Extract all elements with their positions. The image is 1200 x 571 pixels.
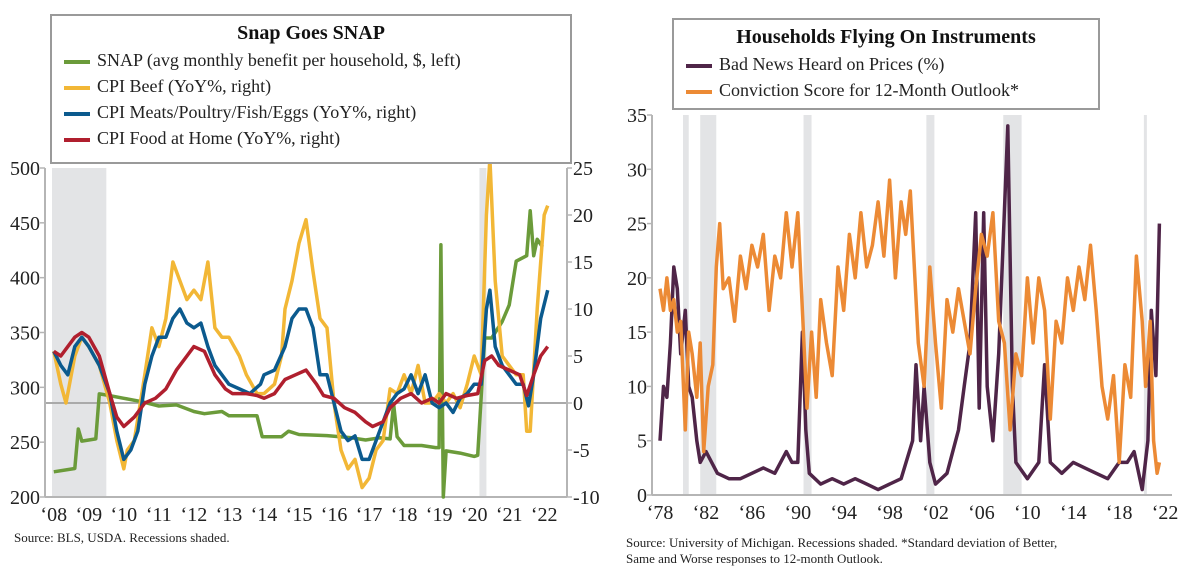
x-tick-label: ‘10 bbox=[1014, 502, 1041, 524]
source-note-right-line2: Same and Worse responses to 12-month Out… bbox=[626, 551, 883, 566]
y-tick-label-right: 0 bbox=[573, 393, 583, 415]
legend-label: CPI Food at Home (YoY%, right) bbox=[97, 128, 341, 148]
legend-swatch bbox=[64, 85, 90, 90]
recession-shade bbox=[1143, 115, 1147, 495]
y-tick-label-right: -5 bbox=[573, 440, 590, 462]
x-tick-label: ‘02 bbox=[922, 502, 949, 524]
recession-shade bbox=[700, 115, 717, 495]
x-tick-label: ‘14 bbox=[1060, 502, 1087, 524]
x-tick-label: ‘19 bbox=[426, 504, 453, 526]
x-tick-label: ‘22 bbox=[531, 504, 558, 526]
x-tick-label: ‘94 bbox=[830, 502, 857, 524]
y-tick-label-right: 25 bbox=[573, 158, 593, 180]
y-tick-label-left: 15 bbox=[627, 322, 647, 344]
y-tick-label-left: 250 bbox=[10, 432, 40, 454]
x-tick-label: ‘09 bbox=[75, 504, 102, 526]
x-tick-label: ‘98 bbox=[876, 502, 903, 524]
x-tick-label: ‘82 bbox=[693, 502, 720, 524]
y-tick-label-left: 500 bbox=[10, 158, 40, 180]
x-tick-label: ‘20 bbox=[461, 504, 488, 526]
y-tick-label-left: 10 bbox=[627, 376, 647, 398]
y-tick-label-left: 20 bbox=[627, 268, 647, 290]
x-tick-label: ‘78 bbox=[647, 502, 674, 524]
y-tick-label-right: -10 bbox=[573, 487, 600, 509]
y-tick-label-right: 10 bbox=[573, 299, 593, 321]
legend-right: Households Flying On Instruments Bad New… bbox=[672, 18, 1100, 110]
x-tick-label: ‘13 bbox=[216, 504, 243, 526]
y-tick-label-left: 35 bbox=[627, 105, 647, 127]
x-tick-label: ‘22 bbox=[1152, 502, 1179, 524]
y-tick-label-left: 0 bbox=[637, 485, 647, 507]
x-tick-label: ‘10 bbox=[110, 504, 137, 526]
legend-left: Snap Goes SNAP SNAP (avg monthly benefit… bbox=[50, 14, 572, 164]
x-tick-label: ‘06 bbox=[968, 502, 995, 524]
series-line-1 bbox=[658, 124, 1162, 492]
legend-swatch bbox=[686, 89, 712, 94]
y-tick-label-left: 450 bbox=[10, 213, 40, 235]
legend-swatch bbox=[64, 59, 90, 64]
chart-title-right: Households Flying On Instruments bbox=[736, 26, 1036, 48]
series-line-2 bbox=[658, 178, 1162, 476]
y-tick-label-left: 300 bbox=[10, 377, 40, 399]
source-note-right: Source: University of Michigan. Recessio… bbox=[626, 535, 1058, 550]
x-tick-label: ‘17 bbox=[356, 504, 383, 526]
y-tick-label-left: 30 bbox=[627, 159, 647, 181]
x-tick-label: ‘12 bbox=[181, 504, 208, 526]
x-tick-label: ‘18 bbox=[391, 504, 418, 526]
x-tick-label: ‘86 bbox=[739, 502, 766, 524]
legend-swatch bbox=[686, 63, 712, 68]
legend-label: CPI Beef (YoY%, right) bbox=[97, 76, 272, 96]
recession-shade bbox=[682, 115, 689, 495]
legend-label: Conviction Score for 12-Month Outlook* bbox=[719, 80, 1019, 100]
y-tick-label-right: 15 bbox=[573, 252, 593, 274]
legend-swatch bbox=[64, 111, 90, 116]
x-tick-label: ‘14 bbox=[251, 504, 278, 526]
legend-label: SNAP (avg monthly benefit per household,… bbox=[97, 50, 461, 70]
y-tick-label-right: 5 bbox=[573, 346, 583, 368]
y-tick-label-left: 5 bbox=[637, 431, 647, 453]
legend-label: Bad News Heard on Prices (%) bbox=[719, 54, 945, 74]
x-tick-label: ‘90 bbox=[784, 502, 811, 524]
y-tick-label-left: 25 bbox=[627, 214, 647, 236]
y-tick-label-left: 200 bbox=[10, 487, 40, 509]
x-tick-label: ‘18 bbox=[1106, 502, 1133, 524]
y-tick-label-right: 20 bbox=[573, 205, 593, 227]
legend-item-bad-news: Bad News Heard on Prices (%) bbox=[674, 51, 1098, 77]
recession-shade bbox=[926, 115, 935, 495]
x-tick-label: ‘11 bbox=[146, 504, 172, 526]
recession-shade bbox=[803, 115, 812, 495]
legend-item-conviction: Conviction Score for 12-Month Outlook* bbox=[674, 77, 1098, 103]
legend-item-snap: SNAP (avg monthly benefit per household,… bbox=[52, 47, 570, 73]
legend-item-food: CPI Food at Home (YoY%, right) bbox=[52, 125, 570, 151]
source-note-left: Source: BLS, USDA. Recessions shaded. bbox=[14, 530, 230, 545]
series-line-2 bbox=[52, 156, 550, 490]
legend-label: CPI Meats/Poultry/Fish/Eggs (YoY%, right… bbox=[97, 102, 417, 122]
legend-swatch bbox=[64, 137, 90, 142]
y-tick-label-left: 350 bbox=[10, 323, 40, 345]
series-line-4 bbox=[52, 330, 550, 429]
legend-item-beef: CPI Beef (YoY%, right) bbox=[52, 73, 570, 99]
y-tick-label-left: 400 bbox=[10, 268, 40, 290]
chart-title-left: Snap Goes SNAP bbox=[237, 22, 385, 44]
legend-item-meats: CPI Meats/Poultry/Fish/Eggs (YoY%, right… bbox=[52, 99, 570, 125]
x-tick-label: ‘21 bbox=[496, 504, 523, 526]
x-tick-label: ‘15 bbox=[286, 504, 313, 526]
x-tick-label: ‘08 bbox=[40, 504, 67, 526]
x-tick-label: ‘16 bbox=[321, 504, 348, 526]
